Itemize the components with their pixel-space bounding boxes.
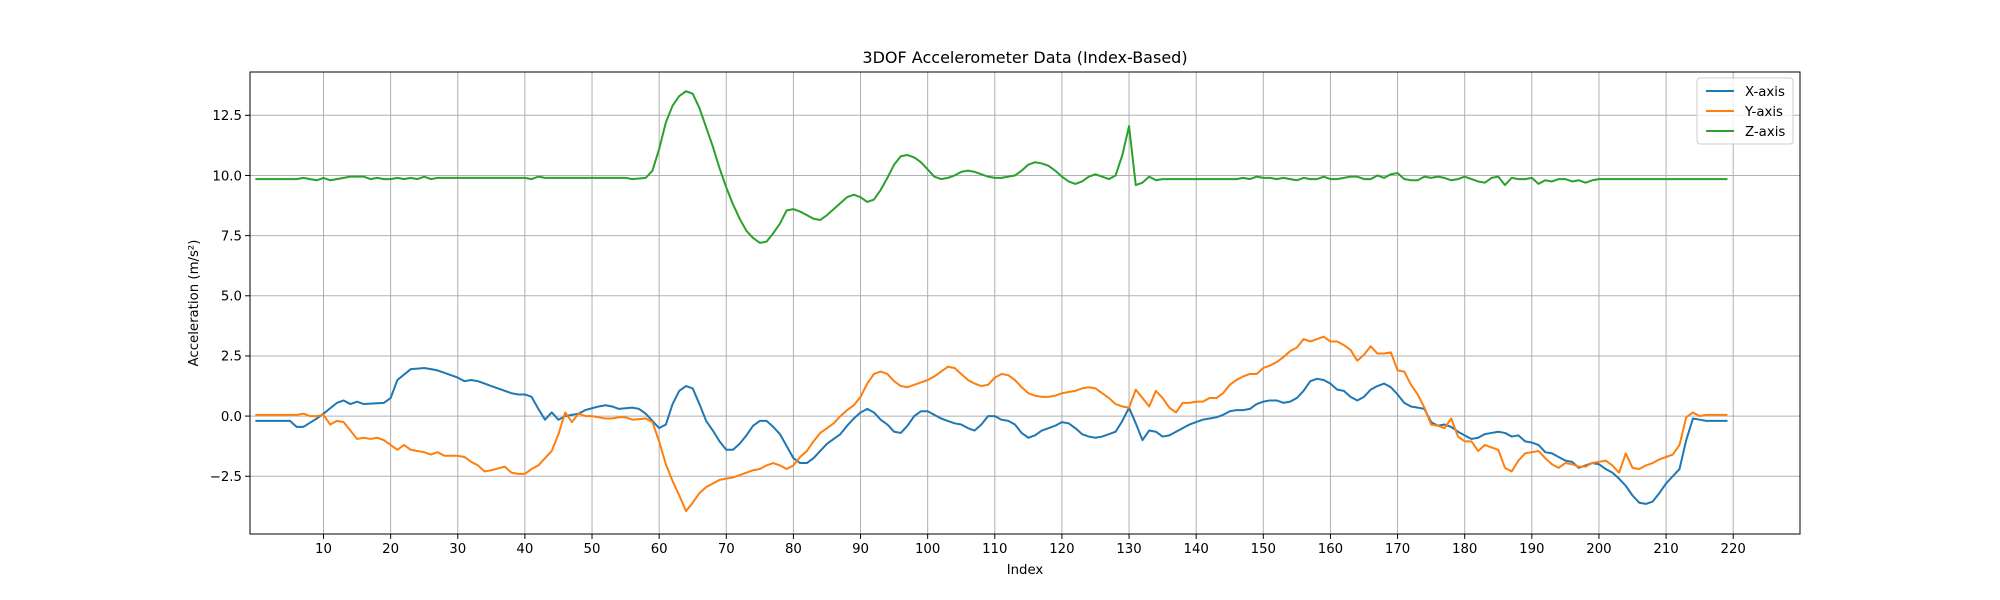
x-tick-label-90: 90 bbox=[852, 542, 869, 557]
x-tick-label-150: 150 bbox=[1251, 542, 1276, 557]
x-tick-label-20: 20 bbox=[382, 542, 399, 557]
x-tick-label-130: 130 bbox=[1116, 542, 1141, 557]
y-axis-label: Acceleration (m/s²) bbox=[187, 240, 202, 367]
x-tick-label-40: 40 bbox=[516, 542, 533, 557]
y-tick-label-0-0: 0.0 bbox=[221, 410, 242, 425]
series-line-y-axis bbox=[255, 335, 1728, 513]
y-tick-label-7-5: 7.5 bbox=[221, 229, 242, 244]
x-axis-ticks: 10 20 30 40 50 60 70 80 90 100 110 120 130 140 150 160 1… bbox=[315, 534, 1746, 557]
series-line-x-axis bbox=[255, 366, 1728, 505]
x-tick-label-30: 30 bbox=[449, 542, 466, 557]
x-tick-label-190: 190 bbox=[1519, 542, 1544, 557]
series-line-z-axis bbox=[255, 90, 1728, 244]
x-tick-label-60: 60 bbox=[651, 542, 668, 557]
legend-box bbox=[1696, 77, 1794, 145]
x-tick-label-220: 220 bbox=[1721, 542, 1746, 557]
legend: X-axis Y-axis Z-axis bbox=[1696, 77, 1794, 145]
plot-area bbox=[250, 72, 1800, 534]
legend-label-z-axis: Z-axis bbox=[1745, 125, 1785, 140]
x-tick-label-170: 170 bbox=[1385, 542, 1410, 557]
x-axis-label: Index bbox=[1007, 563, 1044, 578]
x-tick-label-140: 140 bbox=[1183, 542, 1208, 557]
grid bbox=[250, 72, 1800, 534]
plot-frame bbox=[249, 71, 1801, 535]
y-tick-label-5-0: 5.0 bbox=[221, 290, 242, 305]
y-tick-label-2-5: 2.5 bbox=[221, 350, 242, 365]
x-tick-label-50: 50 bbox=[584, 542, 601, 557]
series-lines bbox=[255, 90, 1728, 513]
chart-title: 3DOF Accelerometer Data (Index-Based) bbox=[862, 48, 1187, 67]
y-tick-label-12-5: 12.5 bbox=[212, 109, 242, 124]
y-axis-ticks: −2.5 0.0 2.5 5.0 7.5 10.0 12.5 bbox=[210, 109, 250, 485]
legend-label-x-axis: X-axis bbox=[1745, 85, 1785, 100]
legend-label-y-axis: Y-axis bbox=[1744, 105, 1783, 120]
x-tick-label-160: 160 bbox=[1318, 542, 1343, 557]
x-tick-label-100: 100 bbox=[915, 542, 940, 557]
x-tick-label-180: 180 bbox=[1452, 542, 1477, 557]
x-tick-label-120: 120 bbox=[1049, 542, 1074, 557]
x-tick-label-10: 10 bbox=[315, 542, 332, 557]
x-tick-label-210: 210 bbox=[1653, 542, 1678, 557]
x-tick-label-80: 80 bbox=[785, 542, 802, 557]
y-tick-label-2-5: −2.5 bbox=[210, 470, 242, 485]
x-tick-label-200: 200 bbox=[1586, 542, 1611, 557]
x-tick-label-70: 70 bbox=[718, 542, 735, 557]
x-tick-label-110: 110 bbox=[982, 542, 1007, 557]
y-tick-label-10-0: 10.0 bbox=[212, 169, 242, 184]
